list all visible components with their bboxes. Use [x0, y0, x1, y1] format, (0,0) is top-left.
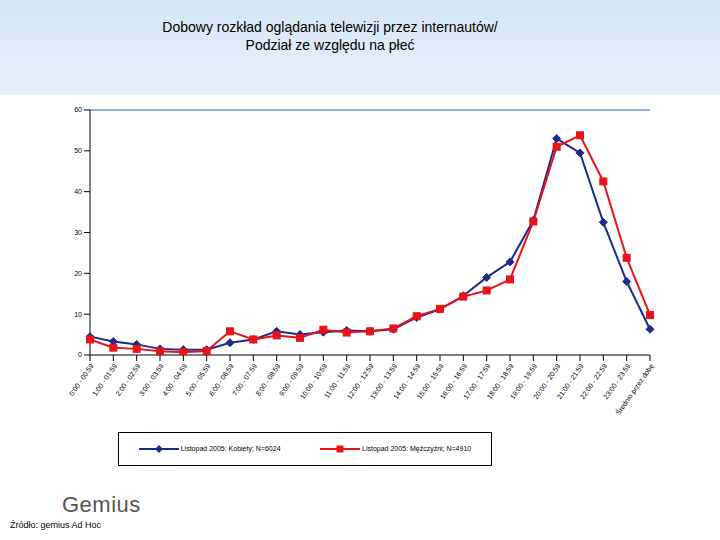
- svg-text:6:00 - 06:59: 6:00 - 06:59: [207, 362, 235, 397]
- svg-text:60: 60: [74, 106, 82, 113]
- svg-text:10:00 - 10:59: 10:00 - 10:59: [298, 362, 329, 401]
- svg-text:21:00 - 21:59: 21:00 - 21:59: [555, 362, 585, 401]
- svg-text:23:00 - 23:59: 23:00 - 23:59: [602, 362, 632, 401]
- svg-text:11:00 - 11:59: 11:00 - 11:59: [322, 362, 352, 400]
- svg-text:Średnio przez dobę: Średnio przez dobę: [614, 362, 656, 417]
- svg-text:5:00 - 05:59: 5:00 - 05:59: [184, 362, 212, 397]
- svg-text:1:00 - 01:59: 1:00 - 01:59: [91, 362, 119, 397]
- svg-text:20: 20: [74, 270, 82, 277]
- html-text:Listopad 2005: Mężczyźni; N=49: Listopad 2005: Mężczyźni; N=4910: [362, 444, 472, 452]
- svg-text:3:00 - 03:59: 3:00 - 03:59: [137, 362, 165, 397]
- svg-text:8:00 - 08:59: 8:00 - 08:59: [254, 362, 282, 397]
- html-text:Gemius: Gemius: [62, 492, 141, 517]
- svg-text:2:00 - 02:59: 2:00 - 02:59: [114, 362, 142, 397]
- svg-text:0:00 - 00:59: 0:00 - 00:59: [67, 362, 95, 397]
- svg-text:13:00 - 13:59: 13:00 - 13:59: [368, 362, 399, 401]
- svg-text:0: 0: [78, 351, 82, 358]
- svg-text:18:00 - 18:59: 18:00 - 18:59: [485, 362, 515, 401]
- svg-text:50: 50: [74, 147, 82, 154]
- svg-text:20:00 - 20:59: 20:00 - 20:59: [532, 362, 562, 401]
- svg-text:30: 30: [74, 229, 82, 236]
- html-text:Listopad 2005: Kobiety; N=6024: Listopad 2005: Kobiety; N=6024: [180, 444, 281, 452]
- svg-text:14:00 - 14:59: 14:00 - 14:59: [392, 362, 422, 401]
- html-text:Źródło: gemius Ad Hoc: Źródło: gemius Ad Hoc: [10, 520, 101, 530]
- svg-text:4:00 - 04:59: 4:00 - 04:59: [161, 362, 189, 397]
- html-text:Podział ze względu na płeć: Podział ze względu na płeć: [245, 37, 415, 53]
- svg-text:22:00 - 22:59: 22:00 - 22:59: [578, 362, 609, 401]
- svg-text:12:00 - 12:59: 12:00 - 12:59: [345, 362, 375, 401]
- svg-text:40: 40: [74, 188, 82, 195]
- html-text:Dobowy rozkład oglądania telew: Dobowy rozkład oglądania telewizji przez…: [162, 19, 498, 35]
- svg-text:10: 10: [74, 311, 82, 318]
- svg-text:16:00 - 16:59: 16:00 - 16:59: [438, 362, 469, 401]
- svg-text:7:00 - 07:59: 7:00 - 07:59: [231, 362, 259, 397]
- svg-text:19:00 - 19:59: 19:00 - 19:59: [508, 362, 539, 401]
- svg-text:9:00 - 09:59: 9:00 - 09:59: [277, 362, 305, 397]
- svg-text:15:00 - 15:59: 15:00 - 15:59: [415, 362, 445, 401]
- svg-text:17:00 - 17:59: 17:00 - 17:59: [462, 362, 492, 401]
